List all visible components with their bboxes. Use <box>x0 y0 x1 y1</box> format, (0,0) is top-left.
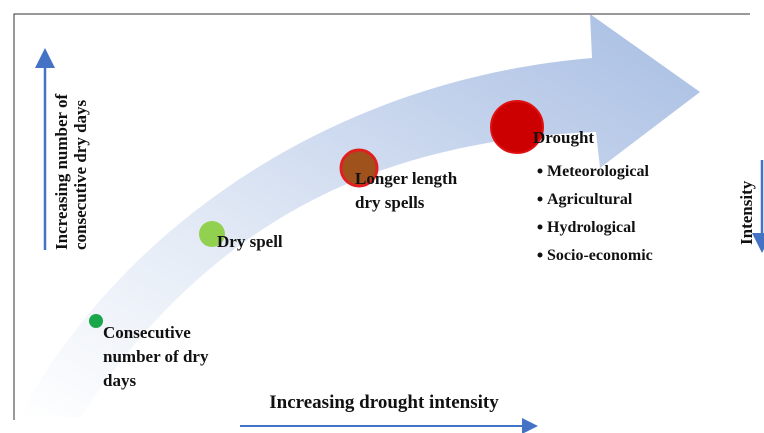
stage-dot <box>199 221 225 247</box>
stage-label: days <box>103 371 136 390</box>
bullet-dot <box>537 252 543 258</box>
frame <box>13 13 750 420</box>
stage-label: Dry spell <box>217 232 283 251</box>
right-axis-label: Intensity <box>737 180 756 245</box>
drought-types: Meteorological Agricultural Hydrological So… <box>537 163 653 264</box>
left-axis-label: Increasing number of <box>52 93 71 250</box>
bullet-dot <box>537 196 543 202</box>
stage-label: Longer length <box>355 169 458 188</box>
stage-label: number of dry <box>103 347 209 366</box>
drought-type: Socio-economic <box>547 247 653 264</box>
drought-type: Hydrological <box>547 219 636 236</box>
stage-dot <box>89 314 103 328</box>
stage-label: Drought <box>533 128 594 147</box>
drought-type: Agricultural <box>547 191 633 208</box>
drought-type: Meteorological <box>547 163 649 180</box>
stage-label: dry spells <box>355 193 425 212</box>
bottom-axis-label: Increasing drought intensity <box>269 392 499 413</box>
stage-label: Consecutive <box>103 323 191 342</box>
stage-dot <box>490 100 544 154</box>
bullet-dot <box>537 224 543 230</box>
left-axis-label: consecutive dry days <box>71 99 90 250</box>
stage-dot <box>339 148 379 188</box>
bullet-dot <box>537 168 543 174</box>
